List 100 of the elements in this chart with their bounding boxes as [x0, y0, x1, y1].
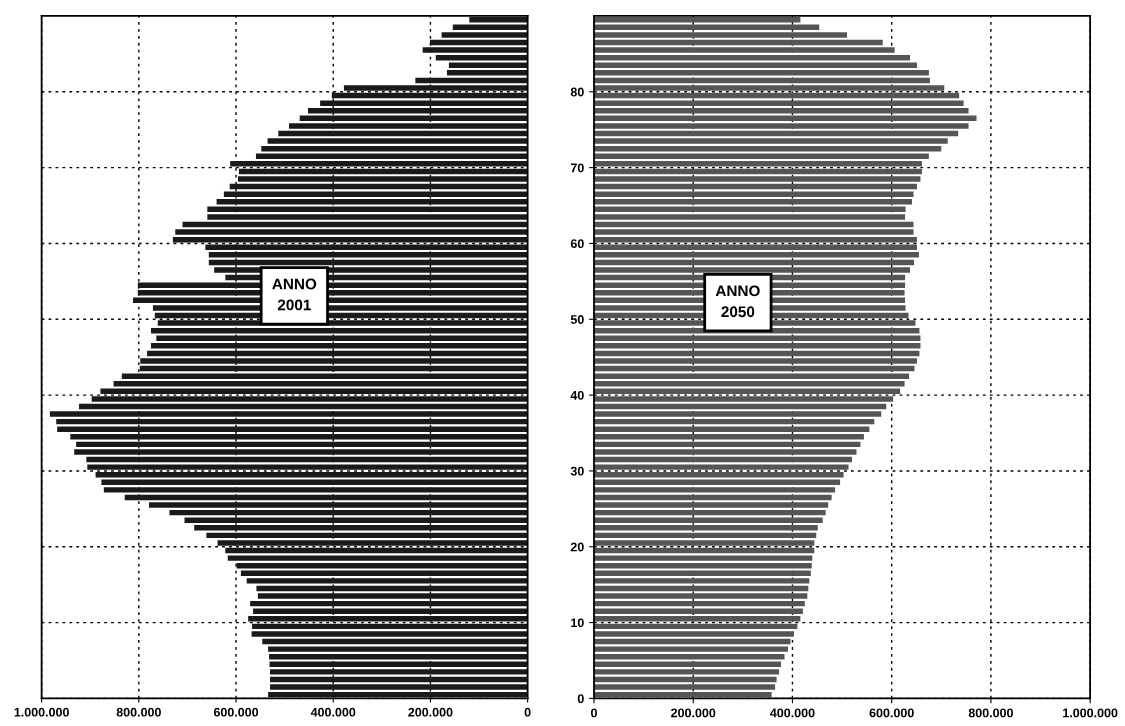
- bar: [208, 252, 528, 258]
- bar: [594, 616, 801, 622]
- annotation: ANNO 2001: [272, 278, 317, 311]
- bar: [594, 199, 913, 205]
- bar: [594, 403, 887, 410]
- x-tick-label: 400.000: [770, 708, 815, 718]
- bar: [86, 456, 528, 463]
- y-tick-label: 60: [570, 239, 584, 249]
- x-tick-label: 800.000: [968, 708, 1013, 718]
- bar: [594, 161, 922, 167]
- bar: [441, 32, 528, 38]
- bar: [594, 17, 801, 23]
- bar: [229, 183, 528, 190]
- bar: [594, 267, 911, 273]
- bar: [594, 418, 875, 425]
- y-tick-label: 20: [570, 542, 584, 552]
- bar: [594, 381, 905, 387]
- bar: [223, 191, 528, 197]
- bar: [594, 77, 930, 84]
- bar: [76, 441, 528, 448]
- annotation: ANNO 2050: [715, 285, 760, 318]
- bar: [267, 138, 528, 144]
- bar: [140, 358, 528, 364]
- bar: [594, 426, 870, 432]
- bar: [594, 449, 857, 455]
- bar: [594, 441, 861, 448]
- bar: [594, 502, 829, 508]
- bar: [594, 32, 848, 38]
- bar: [594, 585, 809, 592]
- bar: [594, 176, 921, 182]
- bar: [257, 593, 528, 599]
- x-tick-label: 0: [524, 707, 531, 717]
- x-tick-label: 1.000.000: [14, 707, 69, 717]
- bar: [240, 570, 528, 577]
- bar: [594, 350, 920, 357]
- bar: [422, 47, 528, 53]
- bar: [594, 600, 805, 607]
- bar: [594, 85, 945, 91]
- bar: [594, 669, 780, 675]
- bar: [113, 381, 528, 387]
- bar: [139, 365, 528, 372]
- y-tick-label: 30: [570, 466, 584, 476]
- bar: [237, 176, 528, 182]
- bar: [175, 229, 528, 235]
- bar: [121, 373, 528, 379]
- bar: [269, 661, 528, 668]
- bar: [246, 578, 528, 584]
- bar: [307, 108, 528, 114]
- bar: [261, 145, 528, 152]
- y-tick-label: 0: [577, 694, 584, 704]
- bar: [594, 555, 813, 561]
- bar: [268, 646, 528, 652]
- bar: [343, 85, 528, 91]
- bar: [594, 100, 964, 106]
- y-tick-label: 40: [570, 390, 584, 400]
- bar: [594, 578, 810, 584]
- bar: [147, 350, 528, 357]
- bar: [429, 39, 528, 46]
- bar: [270, 669, 528, 675]
- bar: [594, 259, 914, 266]
- bar: [150, 327, 528, 334]
- bar: [206, 532, 528, 539]
- bar: [207, 206, 528, 213]
- bar: [594, 396, 894, 402]
- bar: [268, 691, 528, 698]
- bar: [594, 509, 826, 516]
- bar: [594, 638, 791, 645]
- bar: [594, 62, 917, 68]
- bar: [415, 77, 528, 84]
- bar: [236, 562, 528, 569]
- bar: [594, 464, 849, 470]
- bar: [594, 388, 901, 395]
- bar: [256, 585, 528, 592]
- bar: [594, 676, 777, 683]
- y-tick-label: 70: [570, 163, 584, 173]
- bar: [79, 403, 528, 410]
- bar: [95, 471, 528, 478]
- bar: [320, 100, 528, 106]
- bar: [594, 479, 841, 486]
- bar: [594, 623, 798, 630]
- bar: [238, 168, 528, 175]
- bar: [217, 540, 528, 546]
- x-tick-label: 1.000.000: [1063, 708, 1118, 718]
- bar: [149, 502, 528, 508]
- bar: [331, 92, 528, 99]
- bar: [91, 396, 528, 402]
- bar: [74, 449, 528, 455]
- bar: [594, 54, 911, 61]
- y-tick-label: 50: [570, 315, 584, 324]
- bar: [208, 259, 528, 266]
- bar: [253, 608, 528, 614]
- bar: [594, 373, 910, 379]
- bar: [469, 17, 528, 23]
- bar: [57, 426, 528, 432]
- bar: [103, 487, 528, 493]
- bar: [594, 168, 922, 175]
- bar: [252, 623, 528, 630]
- bar: [594, 244, 917, 250]
- bar: [299, 115, 528, 122]
- x-tick-label: 0: [591, 708, 597, 718]
